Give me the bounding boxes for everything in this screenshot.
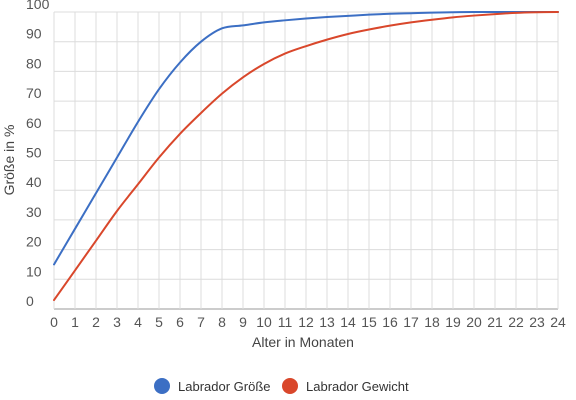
x-tick-label: 8: [218, 314, 226, 330]
y-tick-label: 30: [26, 204, 42, 220]
x-tick-label: 3: [113, 314, 121, 330]
x-tick-label: 20: [466, 314, 482, 330]
y-axis-ticks: 0 10 20 30 40 50 60 70 80 90 100: [26, 0, 50, 309]
x-tick-label: 21: [487, 314, 503, 330]
legend-item-1: Labrador Größe: [154, 378, 271, 394]
x-tick-label: 23: [529, 314, 545, 330]
legend-marker: [154, 378, 170, 394]
x-tick-label: 4: [134, 314, 142, 330]
series-line-1: [53, 10, 559, 266]
x-tick-label: 14: [340, 314, 356, 330]
series-lines: [53, 10, 559, 302]
x-tick-label: 10: [256, 314, 272, 330]
x-tick-label: 15: [361, 314, 377, 330]
series-line-2: [53, 11, 559, 302]
x-tick-label: 24: [550, 314, 566, 330]
x-tick-label: 9: [239, 314, 247, 330]
y-tick-label: 20: [26, 234, 42, 250]
x-tick-label: 18: [424, 314, 440, 330]
x-tick-label: 11: [278, 314, 293, 330]
x-tick-label: 22: [508, 314, 524, 330]
x-tick-label: 0: [50, 314, 58, 330]
x-tick-label: 5: [155, 314, 163, 330]
x-tick-label: 2: [92, 314, 100, 330]
x-tick-label: 17: [403, 314, 419, 330]
x-tick-label: 6: [176, 314, 184, 330]
y-tick-label: 100: [26, 0, 50, 12]
y-tick-label: 60: [26, 115, 42, 131]
x-tick-label: 16: [382, 314, 398, 330]
y-tick-label: 70: [26, 85, 42, 101]
x-axis-title: Alter in Monaten: [252, 334, 354, 350]
x-axis-ticks: 0 1 2 3 4 5 6 7 8 9 10 11 12 13 14 15 16 17 18 19 20 21 22 23 24: [50, 314, 566, 330]
legend: Labrador Größe Labrador Gewicht: [154, 378, 409, 394]
legend-label: Labrador Größe: [178, 379, 271, 394]
x-tick-label: 1: [71, 314, 79, 330]
y-tick-label: 40: [26, 174, 42, 190]
x-tick-label: 12: [298, 314, 314, 330]
y-axis-title: Größe in %: [1, 125, 17, 196]
legend-label: Labrador Gewicht: [306, 379, 409, 394]
y-tick-label: 80: [26, 55, 42, 71]
x-tick-label: 7: [197, 314, 205, 330]
y-tick-label: 90: [26, 26, 42, 42]
grid-lines: [53, 11, 559, 310]
y-tick-label: 50: [26, 145, 42, 161]
x-tick-label: 13: [319, 314, 335, 330]
legend-marker: [282, 378, 298, 394]
y-tick-label: 10: [26, 263, 42, 279]
x-tick-label: 19: [445, 314, 461, 330]
y-tick-label: 0: [26, 293, 34, 309]
legend-item-2: Labrador Gewicht: [282, 378, 409, 394]
